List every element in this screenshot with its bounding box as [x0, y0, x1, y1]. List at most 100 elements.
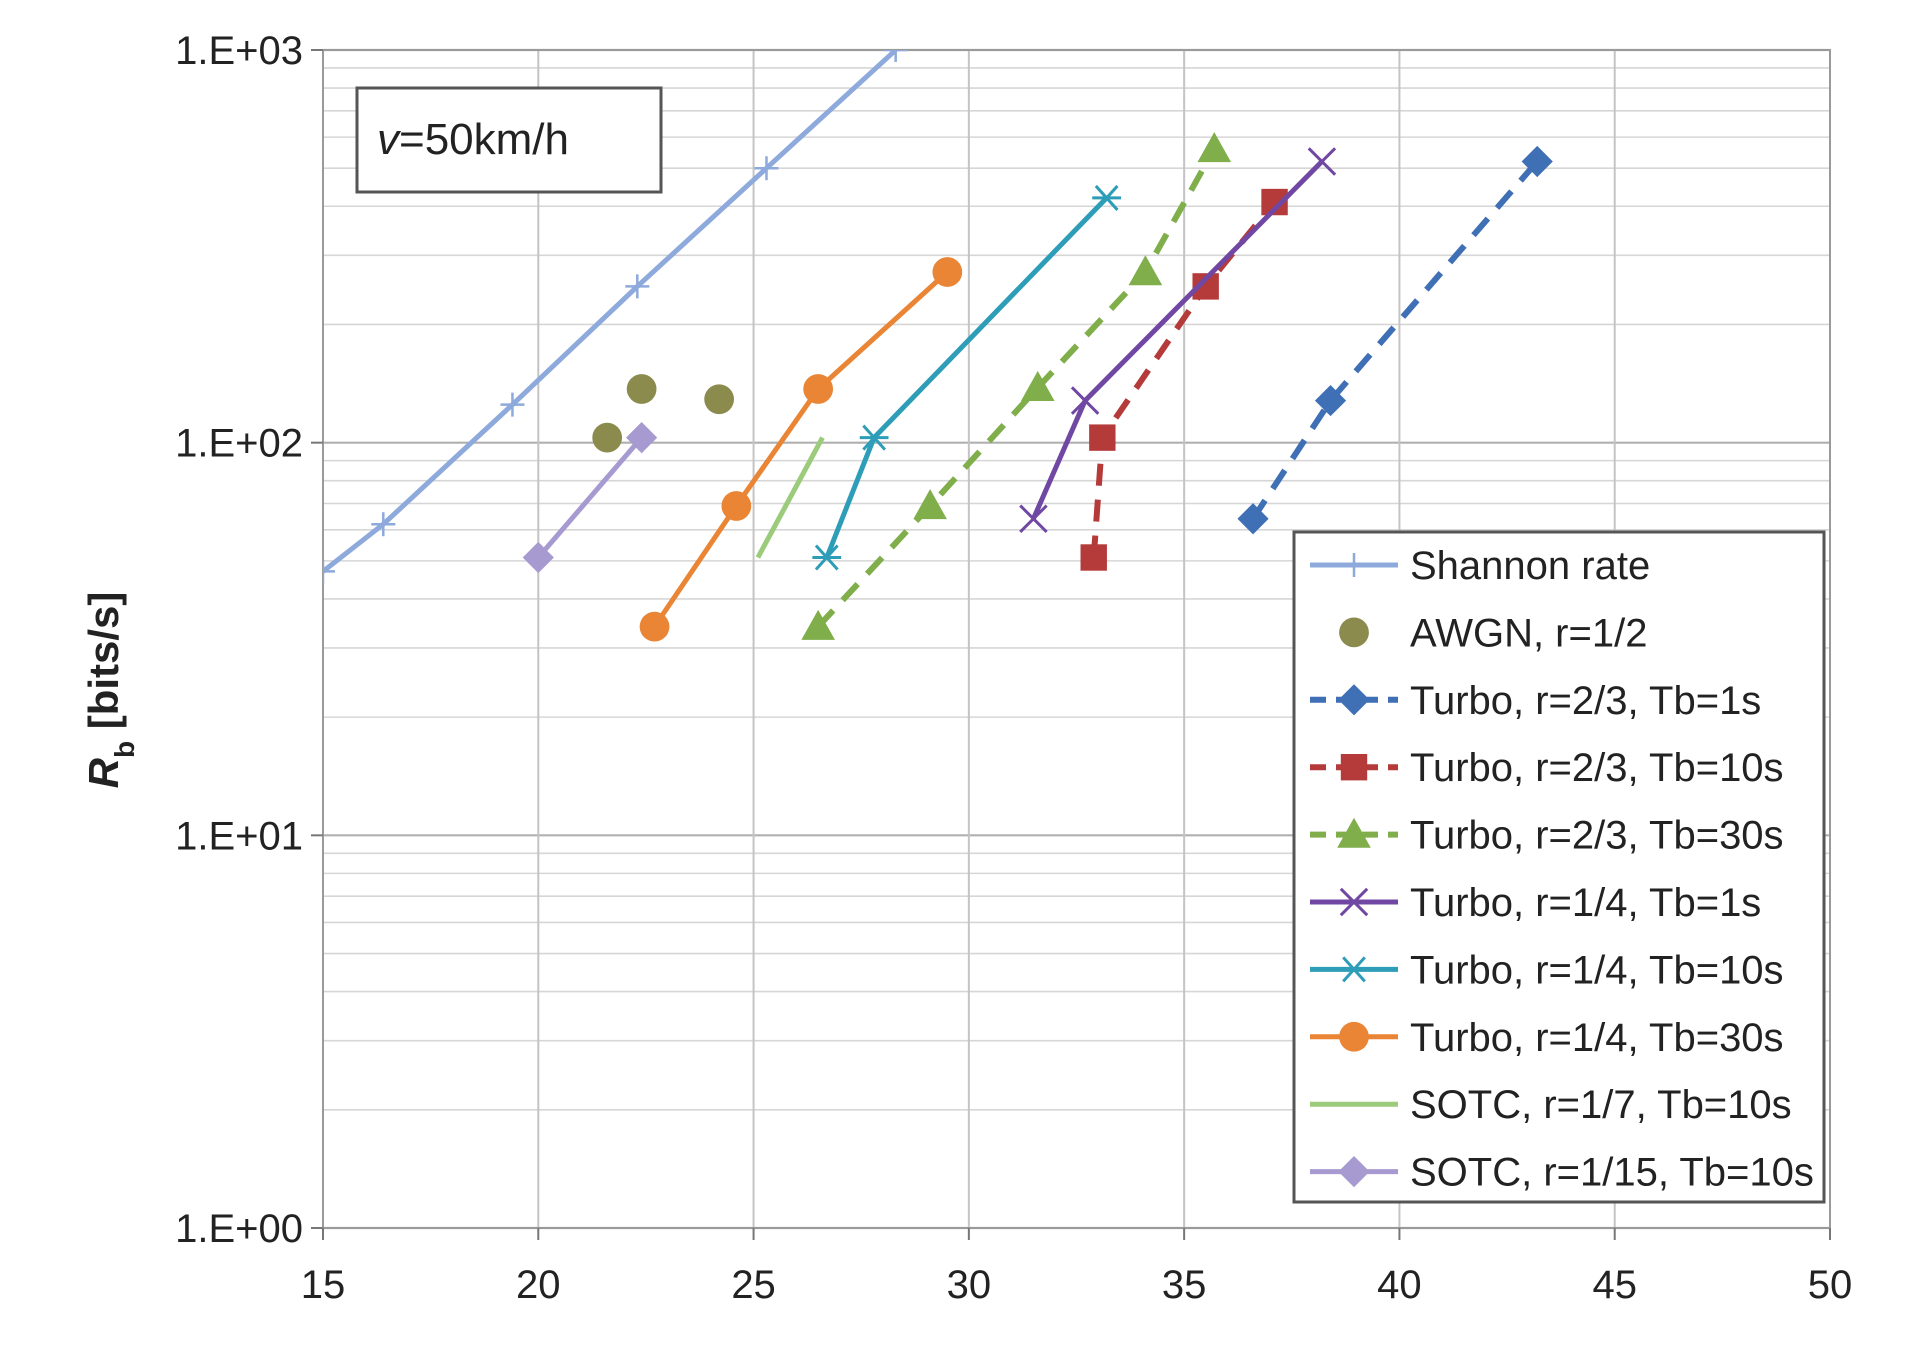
data-point: [1339, 887, 1369, 917]
data-point: [1307, 147, 1337, 176]
data-point: [859, 424, 889, 451]
legend-label: Turbo, r=1/4, Tb=30s: [1410, 1016, 1784, 1060]
data-point: [1020, 370, 1055, 401]
x-tick-label: 45: [1592, 1263, 1637, 1307]
data-point: [592, 422, 623, 453]
data-point: [932, 257, 963, 287]
plot-frame: [322, 49, 1831, 1229]
data-point: [1314, 384, 1347, 417]
speed-annotation-italic: v: [377, 115, 402, 164]
legend-label: Turbo, r=1/4, Tb=1s: [1410, 881, 1761, 925]
x-tick-label: 40: [1377, 1263, 1422, 1307]
data-point: [323, 559, 335, 584]
data-point: [626, 374, 657, 404]
data-point: [803, 374, 834, 404]
legend-item: AWGN, r=1/2: [1339, 611, 1647, 655]
data-point: [1070, 386, 1100, 415]
y-axis-title-rest: [bits/s]: [80, 592, 127, 741]
y-tick-label: 1.E+01: [175, 814, 303, 858]
series-5: [801, 132, 1232, 640]
data-point: [1342, 553, 1366, 577]
legend-label: AWGN, r=1/2: [1410, 611, 1647, 655]
data-point: [522, 541, 554, 574]
data-point: [1339, 956, 1369, 983]
data-point: [1089, 424, 1116, 451]
x-tick-label: 25: [731, 1263, 776, 1307]
y-axis-title-text: Rb [bits/s]: [80, 592, 140, 789]
legend-label: Turbo, r=2/3, Tb=10s: [1410, 746, 1784, 790]
speed-annotation-box: [355, 86, 663, 194]
legend-item: SOTC, r=1/7, Tb=10s: [1310, 1083, 1792, 1127]
legend-label: SOTC, r=1/7, Tb=10s: [1410, 1083, 1792, 1127]
legend-item: Shannon rate: [1310, 544, 1650, 588]
series-layer: [323, 50, 1553, 642]
data-point: [801, 609, 835, 640]
data-point: [1237, 503, 1269, 535]
series-line: [536, 435, 644, 560]
y-axis-title-sub: b: [109, 741, 140, 758]
axes: 1.E+00 1.E+01 1.E+02 1.E+03 15 20 25 30 35 40 45 50: [175, 29, 1852, 1307]
legend-item: Turbo, r=1/4, Tb=10s: [1310, 948, 1784, 992]
data-point: [1080, 544, 1107, 571]
series-line: [323, 50, 898, 574]
y-axis-title: Rb [bits/s]: [80, 592, 140, 789]
legend-item: Turbo, r=2/3, Tb=10s: [1310, 746, 1784, 790]
data-point: [1338, 1156, 1370, 1188]
legend-label: Shannon rate: [1410, 544, 1650, 588]
data-point: [1197, 132, 1232, 163]
legend-label: Turbo, r=2/3, Tb=1s: [1410, 679, 1761, 723]
data-point: [1092, 184, 1122, 211]
speed-annotation-text: v=50km/h: [377, 115, 569, 164]
series-10: [522, 422, 658, 574]
data-point: [1521, 145, 1553, 178]
legend-label: Turbo, r=1/4, Tb=10s: [1410, 948, 1784, 992]
y-tick-label: 1.E+02: [175, 422, 303, 466]
data-point: [625, 274, 650, 299]
data-point: [1338, 684, 1370, 716]
y-tick-label: 1.E+03: [175, 29, 303, 73]
legend-item: Turbo, r=2/3, Tb=30s: [1310, 814, 1784, 858]
data-point: [1019, 504, 1048, 534]
series-6: [1019, 147, 1337, 534]
data-point: [754, 156, 779, 181]
y-tick-label: 1.E+00: [175, 1207, 303, 1251]
data-point: [704, 384, 735, 415]
data-point: [371, 512, 396, 537]
data-point: [1339, 617, 1369, 648]
series-7: [812, 184, 1122, 571]
legend-item: Turbo, r=1/4, Tb=1s: [1310, 881, 1761, 925]
legend-label: SOTC, r=1/15, Tb=10s: [1410, 1151, 1814, 1195]
speed-annotation-rest: =50km/h: [399, 115, 569, 164]
legend-item: Turbo, r=1/4, Tb=30s: [1310, 1016, 1784, 1060]
x-tick-label: 15: [301, 1263, 346, 1307]
data-point: [626, 422, 658, 454]
legend-box: [1292, 530, 1826, 1204]
legend-item: Turbo, r=2/3, Tb=1s: [1310, 679, 1761, 723]
series-1: [323, 50, 908, 584]
data-point: [1128, 255, 1163, 286]
y-axis-title-main: R: [80, 757, 127, 788]
data-point: [913, 489, 947, 520]
legend: Shannon rate AWGN, r=1/2 Turbo, r=2/3, Tb=…: [1292, 530, 1826, 1204]
series-line: [1250, 159, 1540, 521]
legend-item: SOTC, r=1/15, Tb=10s: [1310, 1151, 1814, 1195]
data-point: [639, 611, 670, 642]
data-point: [721, 491, 752, 521]
series-line: [652, 270, 949, 629]
series-9: [755, 436, 825, 559]
series-8: [639, 257, 963, 642]
data-point: [500, 392, 525, 417]
x-tick-label: 35: [1162, 1263, 1207, 1307]
data-point: [1340, 754, 1368, 781]
x-tick-label: 20: [516, 1263, 561, 1307]
x-tick-label: 30: [947, 1263, 992, 1307]
series-line: [755, 436, 825, 559]
data-point: [1339, 1021, 1369, 1052]
data-point: [812, 544, 842, 571]
data-point: [1337, 817, 1371, 848]
data-point: [883, 50, 908, 62]
series-2: [592, 374, 735, 453]
x-tick-label: 50: [1808, 1263, 1853, 1307]
series-3: [1237, 145, 1553, 535]
